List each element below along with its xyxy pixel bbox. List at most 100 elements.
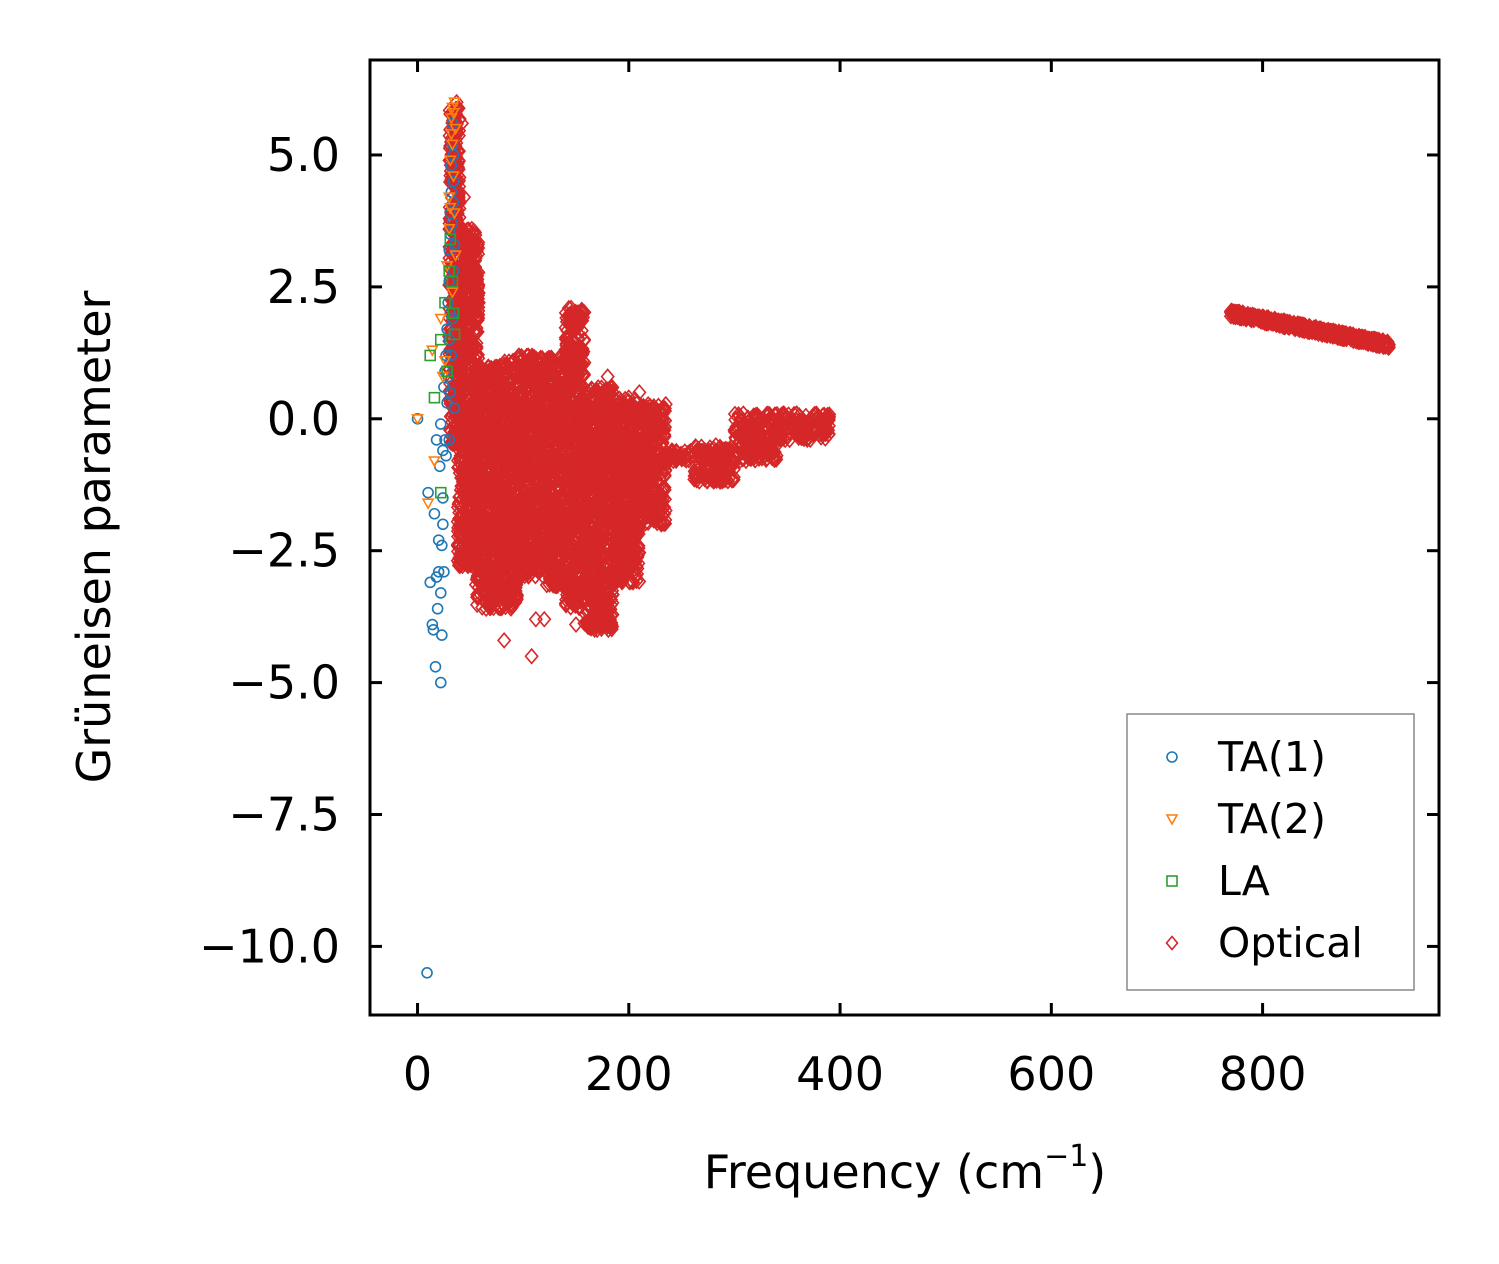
data-point-optical xyxy=(493,599,508,617)
data-point-optical xyxy=(470,477,485,495)
data-point-optical xyxy=(521,534,536,552)
data-point-optical xyxy=(452,264,467,282)
data-point-optical xyxy=(497,405,512,423)
data-point-optical xyxy=(463,261,478,279)
data-point-optical xyxy=(443,220,458,238)
data-point-optical xyxy=(522,413,537,431)
data-point-optical xyxy=(458,452,473,470)
data-point-optical xyxy=(464,353,480,370)
data-point-optical xyxy=(546,352,561,370)
data-point-optical xyxy=(475,599,490,616)
data-point-optical xyxy=(498,386,514,404)
data-point-optical xyxy=(530,454,545,472)
data-point-optical xyxy=(468,437,483,454)
data-point-optical xyxy=(567,424,582,441)
data-point-optical xyxy=(512,547,528,565)
data-point-optical xyxy=(500,412,515,430)
data-point-optical xyxy=(513,544,528,561)
data-point-optical xyxy=(480,530,495,547)
data-point-optical xyxy=(521,425,536,442)
data-point-optical xyxy=(496,528,511,546)
data-point-optical xyxy=(561,456,576,474)
data-point-optical xyxy=(471,399,486,417)
data-point-optical xyxy=(541,462,556,480)
data-point-optical xyxy=(455,375,470,392)
data-point-optical xyxy=(463,310,478,328)
data-point-optical xyxy=(452,398,467,416)
data-point-optical xyxy=(453,481,468,499)
data-point-optical xyxy=(539,417,554,435)
data-point-optical xyxy=(518,518,533,536)
data-point-optical xyxy=(537,388,552,406)
data-point-optical xyxy=(451,152,466,170)
data-point-optical xyxy=(559,519,575,537)
data-point-optical xyxy=(500,528,515,546)
data-point-optical xyxy=(541,349,556,367)
data-point-optical xyxy=(497,358,513,376)
data-point-optical xyxy=(537,439,552,457)
data-point-optical xyxy=(493,582,508,599)
data-point-optical xyxy=(513,567,528,585)
data-point-optical xyxy=(456,384,471,402)
data-point-optical xyxy=(494,520,509,538)
data-point-optical xyxy=(495,441,510,459)
data-point-optical xyxy=(572,357,588,374)
data-point-optical xyxy=(515,545,531,563)
data-point-optical xyxy=(545,524,560,542)
data-point-optical xyxy=(471,381,486,399)
data-point-optical xyxy=(510,511,526,529)
data-point-optical xyxy=(538,533,553,551)
data-point-optical xyxy=(445,131,460,149)
data-point-optical xyxy=(450,359,466,377)
data-point-optical xyxy=(455,528,470,546)
data-point-optical xyxy=(548,577,563,595)
data-point-optical xyxy=(502,534,517,552)
data-point-optical xyxy=(558,438,573,456)
data-point-optical xyxy=(538,417,553,435)
data-point-optical xyxy=(522,489,537,506)
data-point-optical xyxy=(471,587,486,605)
data-point-optical xyxy=(549,470,564,488)
data-point-optical xyxy=(498,457,513,475)
data-point-optical xyxy=(485,511,500,529)
data-point-optical xyxy=(518,525,534,543)
data-point-optical xyxy=(576,331,592,348)
data-point-optical xyxy=(517,442,532,459)
data-point-optical xyxy=(461,340,476,358)
data-point-optical xyxy=(561,584,576,601)
data-point-optical xyxy=(481,404,496,422)
data-point-optical xyxy=(559,346,574,364)
data-point-optical xyxy=(476,562,491,580)
data-point-optical xyxy=(540,499,556,516)
data-point-optical xyxy=(493,505,509,523)
data-point-optical xyxy=(496,543,511,561)
data-point-optical xyxy=(499,376,514,394)
data-point-optical xyxy=(469,323,484,341)
data-point-optical xyxy=(538,364,553,382)
data-point-optical xyxy=(464,220,479,238)
data-point-optical xyxy=(481,367,496,385)
data-point-optical xyxy=(564,333,579,350)
data-point-optical xyxy=(564,444,579,462)
data-point-optical xyxy=(562,391,577,409)
data-point-optical xyxy=(497,422,512,439)
data-point-optical xyxy=(542,471,557,489)
data-point-optical xyxy=(480,436,495,453)
data-point-optical xyxy=(544,558,559,576)
data-point-optical xyxy=(469,429,485,447)
data-point-optical xyxy=(559,349,574,366)
data-point-optical xyxy=(494,449,509,467)
data-point-optical xyxy=(542,518,557,536)
data-point-optical xyxy=(503,431,518,449)
data-point-optical xyxy=(494,577,509,595)
data-point-optical xyxy=(447,110,463,128)
data-point-optical xyxy=(506,579,522,597)
data-point-optical xyxy=(475,523,490,541)
data-point-optical xyxy=(453,266,468,284)
data-point-optical xyxy=(544,513,559,530)
data-point-optical xyxy=(564,570,579,588)
data-point-optical xyxy=(498,413,513,431)
data-point-optical xyxy=(451,557,467,574)
